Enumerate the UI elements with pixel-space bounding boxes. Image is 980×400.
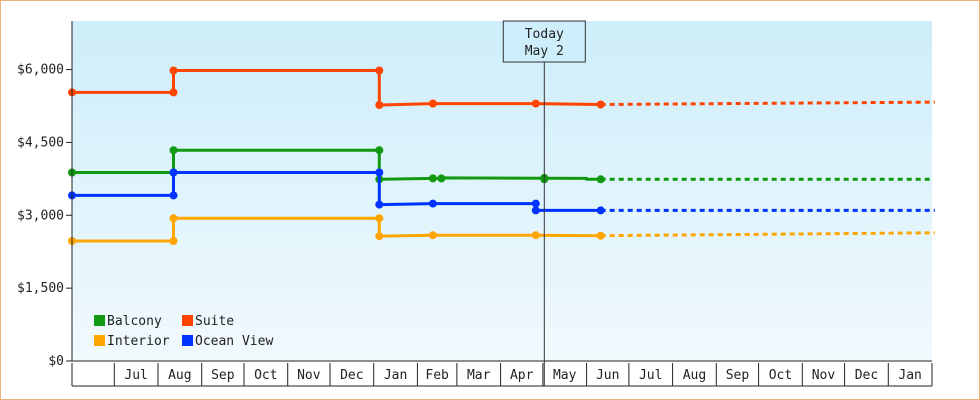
data-point-suite-3 [375,66,384,75]
x-tick-label-3: Sep [211,368,235,383]
y-tick-label-1: $1,500 [17,281,64,296]
data-point-balcony-5 [428,174,437,183]
data-point-balcony-3 [375,146,384,155]
x-tick-label-2: Aug [168,368,191,383]
x-tick-label-19: Jan [898,368,921,383]
data-point-suite-2 [169,66,178,75]
y-tick-label-2: $3,000 [17,208,64,223]
data-point-interior-5 [428,231,437,240]
data-point-balcony-9 [596,175,605,184]
x-tick-label-11: May [553,368,577,383]
data-point-interior-7 [596,231,605,240]
x-tick-label-9: Mar [467,368,491,383]
legend-label-ocean-view: Ocean View [195,334,273,349]
data-point-ocean-view-5 [428,199,437,208]
x-tick-label-6: Dec [340,368,363,383]
data-point-ocean-view-4 [375,200,384,209]
series-forecast-suite [600,100,935,106]
x-tick-label-17: Nov [812,368,836,383]
data-point-interior-2 [169,214,178,223]
data-point-balcony-6 [437,174,446,183]
y-tick-label-4: $6,000 [17,63,64,78]
data-point-suite-4 [375,101,384,109]
data-point-suite-6 [428,99,437,108]
x-tick-label-1: Jul [124,368,147,383]
y-tick-label-3: $4,500 [17,135,64,150]
data-point-ocean-view-6 [531,199,540,208]
data-point-ocean-view-2 [169,168,178,177]
today-date: May 2 [525,44,564,59]
x-tick-label-5: Nov [297,368,321,383]
legend-swatch-interior [94,335,105,346]
series-forecast-interior [600,231,935,238]
x-tick-label-8: Feb [425,368,449,383]
legend-swatch-ocean-view [182,335,193,346]
data-point-ocean-view-7 [531,206,540,215]
legend-swatch-balcony [94,315,105,326]
legend-swatch-suite [182,315,193,326]
legend: Balcony Suite Interior Ocean View [94,314,273,349]
data-point-interior-6 [531,231,540,240]
legend-label-interior: Interior [107,334,170,349]
today-label: Today [525,27,564,42]
legend-label-balcony: Balcony [107,314,162,329]
data-point-suite-8 [596,100,605,109]
data-point-ocean-view-1 [169,191,178,200]
plot-area [72,21,932,361]
x-tick-label-12: Jun [596,368,619,383]
legend-label-suite: Suite [195,314,234,329]
x-tick-label-10: Apr [510,368,534,383]
x-tick-label-4: Oct [254,368,277,383]
data-point-interior-4 [375,232,384,241]
today-layer: Today May 2 [502,20,586,386]
data-point-ocean-view-8 [596,206,605,215]
data-point-ocean-view-3 [375,168,384,177]
x-tick-label-16: Oct [769,368,792,383]
data-point-suite-7 [531,99,540,108]
axes-layer: $0 $1,500 $3,000 $4,500 $6,000 Jul Aug Sep Oct No… [17,21,933,387]
y-tick-label-0: $0 [48,354,64,369]
x-tick-label-7: Jan [384,368,407,383]
data-point-balcony-2 [169,146,178,155]
data-point-suite-1 [169,88,178,97]
today-box [502,20,586,63]
x-tick-label-14: Aug [683,368,706,383]
data-point-interior-1 [169,237,178,245]
data-point-interior-3 [375,214,384,223]
x-tick-label-13: Jul [639,368,662,383]
x-tick-label-18: Dec [855,368,878,383]
x-tick-label-15: Sep [726,368,750,383]
